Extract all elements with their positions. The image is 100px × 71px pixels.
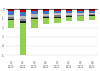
Bar [54, 15, 61, 17]
Bar [43, 11, 49, 14]
Bar [77, 13, 84, 15]
Bar [43, 16, 49, 17]
Bar [89, 15, 95, 16]
Bar [20, 9, 26, 12]
Bar [66, 16, 72, 17]
Bar [77, 9, 84, 11]
Bar [66, 11, 72, 13]
Bar [77, 16, 84, 21]
Bar [8, 20, 14, 28]
Bar [89, 11, 95, 13]
Bar [89, 14, 95, 15]
Bar [66, 17, 72, 21]
Bar [31, 19, 38, 28]
Bar [31, 17, 38, 18]
Bar [66, 15, 72, 16]
Bar [43, 9, 49, 11]
Bar [31, 18, 38, 19]
Bar [31, 9, 38, 11]
Bar [20, 12, 26, 16]
Bar [8, 19, 14, 20]
Bar [54, 13, 61, 15]
Bar [89, 13, 95, 14]
Bar [8, 15, 14, 17]
Bar [54, 18, 61, 23]
Bar [66, 13, 72, 15]
Bar [31, 11, 38, 14]
Bar [54, 11, 61, 13]
Bar [20, 16, 26, 19]
Bar [43, 18, 49, 24]
Bar [89, 16, 95, 20]
Bar [8, 17, 14, 19]
Bar [31, 14, 38, 17]
Bar [8, 11, 14, 15]
Bar [8, 9, 14, 11]
Bar [77, 15, 84, 16]
Bar [77, 11, 84, 13]
Bar [43, 17, 49, 18]
Bar [20, 23, 26, 55]
Bar [43, 14, 49, 16]
Bar [54, 9, 61, 11]
Bar [54, 17, 61, 18]
Bar [66, 9, 72, 11]
Bar [20, 19, 26, 21]
Bar [89, 9, 95, 11]
Bar [20, 21, 26, 23]
